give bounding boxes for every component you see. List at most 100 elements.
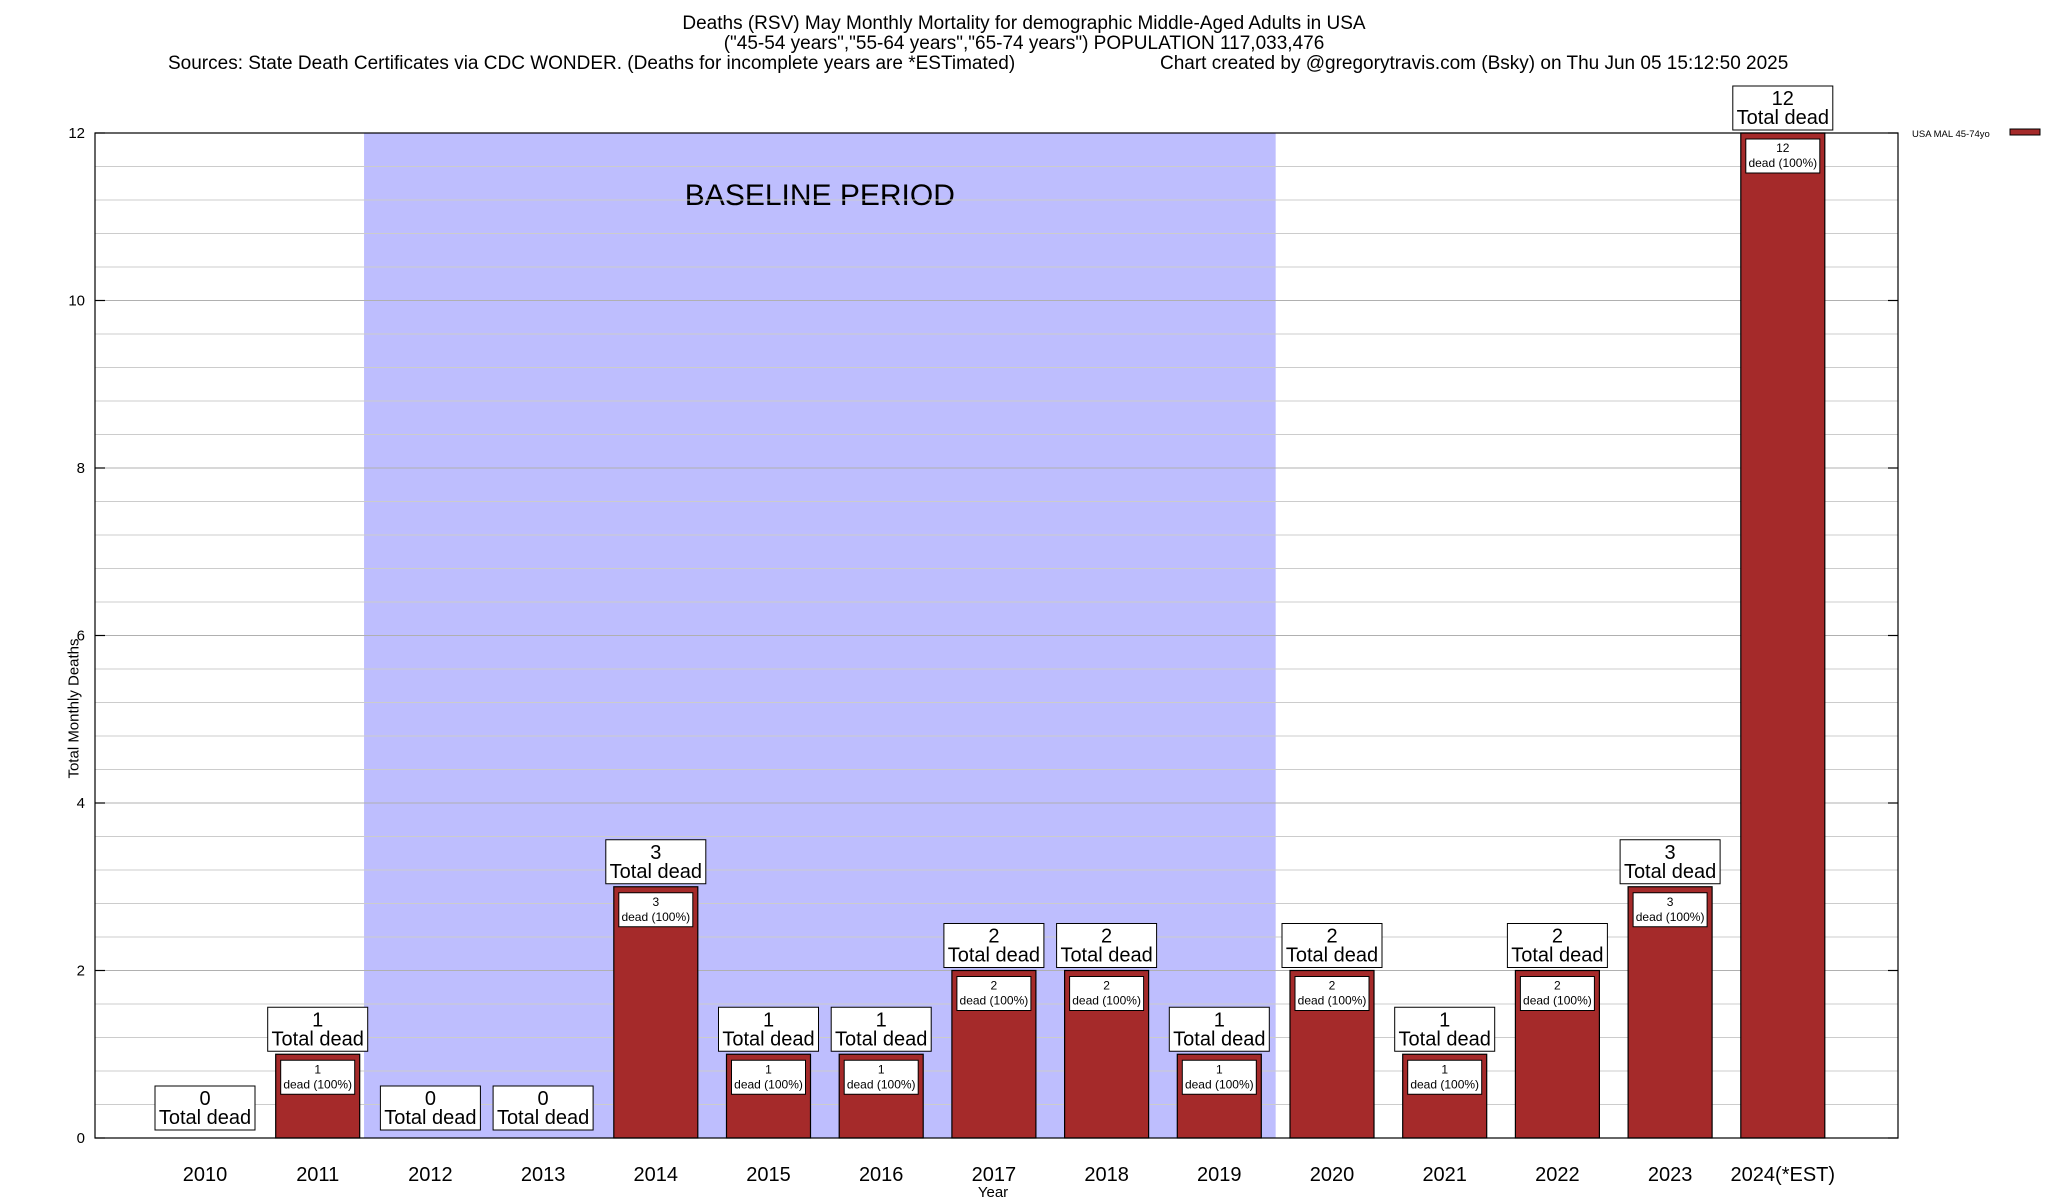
legend-swatch (2009, 128, 2041, 136)
bar-inner-pct-label: dead (100%) (283, 1077, 352, 1091)
x-tick-label: 2019 (1197, 1164, 1242, 1186)
bar-inner-value-label: 1 (765, 1062, 772, 1076)
bar-total-value-label: 0 (199, 1088, 210, 1110)
y-tick-label: 0 (77, 1130, 85, 1147)
y-tick-label: 6 (77, 628, 85, 645)
bar-inner-pct-label: dead (100%) (847, 1077, 916, 1091)
bar-total-label-box (1619, 839, 1721, 885)
bar-inner-pct-label: dead (100%) (1185, 1077, 1254, 1091)
bar-total-value-label: 12 (1772, 88, 1794, 110)
bar-inner-label-box (956, 976, 1032, 1011)
x-tick-label: 2021 (1422, 1164, 1467, 1186)
bar-inner-value-label: 1 (878, 1062, 885, 1076)
bar-total-label-box (830, 1006, 932, 1052)
bar-total-label-box (379, 1085, 481, 1131)
bar-inner-value-label: 3 (652, 895, 659, 909)
bar-total-value-label: 3 (1665, 842, 1676, 864)
bar-inner-label-box (1069, 976, 1145, 1011)
bar-total-text-label: Total dead (1060, 945, 1152, 967)
bar-total-text-label: Total dead (1173, 1028, 1265, 1050)
bar-total-label-box (943, 923, 1045, 968)
bar-inner-value-label: 12 (1776, 141, 1790, 155)
x-axis-label: Year (978, 1184, 1008, 1200)
bar-inner-value-label: 1 (1441, 1062, 1448, 1076)
bar-total-label-box (718, 1006, 819, 1052)
y-axis-label: Total Monthly Deaths (65, 638, 83, 779)
bar-total-text-label: Total dead (1737, 107, 1829, 129)
bar-inner-pct-label: dead (100%) (1523, 994, 1592, 1008)
bar-total-label-box (1168, 1006, 1270, 1052)
x-tick-label: 2020 (1310, 1164, 1355, 1186)
x-tick-label: 2014 (634, 1164, 679, 1186)
bar-total-label-box (267, 1006, 369, 1052)
bar-total-text-label: Total dead (1286, 945, 1378, 967)
bar-inner-label-box (1181, 1059, 1257, 1095)
bar-total-value-label: 1 (763, 1009, 774, 1031)
bar-inner-value-label: 2 (1103, 979, 1110, 993)
x-tick-label: 2023 (1648, 1164, 1693, 1186)
bar-total-value-label: 2 (1326, 926, 1337, 948)
bar-total-label-box (605, 839, 707, 885)
bar-total-value-label: 0 (425, 1088, 436, 1110)
bar-inner-pct-label: dead (100%) (1748, 156, 1817, 170)
bar-total-text-label: Total dead (272, 1028, 364, 1050)
bar-inner-pct-label: dead (100%) (1410, 1077, 1479, 1091)
y-tick-label: 10 (68, 293, 85, 310)
bar (613, 886, 699, 1139)
bar-total-label-box (492, 1085, 594, 1131)
y-tick-label: 12 (68, 125, 85, 142)
x-tick-label: 2011 (296, 1164, 339, 1186)
bar (1740, 132, 1826, 1139)
bar-total-text-label: Total dead (159, 1107, 251, 1129)
bar-inner-label-box (1632, 892, 1708, 928)
bar-total-label-box (1394, 1006, 1496, 1052)
x-tick-label: 2015 (746, 1164, 791, 1186)
bar-total-label-box (1506, 923, 1608, 968)
bar-inner-pct-label: dead (100%) (960, 994, 1029, 1008)
bar-total-value-label: 2 (1101, 926, 1112, 948)
bar-total-label-box (154, 1085, 256, 1131)
bar-inner-value-label: 1 (314, 1062, 321, 1076)
bar-inner-value-label: 2 (1554, 979, 1561, 993)
x-tick-label: 2010 (183, 1164, 228, 1186)
chart-title: Deaths (RSV) May Monthly Mortality for d… (682, 13, 1366, 34)
bar-total-text-label: Total dead (1511, 945, 1603, 967)
bar-total-label-box (1281, 923, 1383, 968)
bar-total-label-box (1056, 923, 1158, 968)
bar-inner-label-box (618, 892, 694, 928)
bar-total-text-label: Total dead (835, 1028, 927, 1050)
bar-total-value-label: 2 (988, 926, 999, 948)
bar-inner-label-box (843, 1059, 919, 1095)
bar-inner-label-box (1745, 138, 1821, 174)
x-tick-label: 2012 (408, 1164, 453, 1186)
bar-inner-label-box (1407, 1059, 1483, 1095)
bar-total-value-label: 1 (876, 1009, 887, 1031)
bar-total-value-label: 1 (1439, 1009, 1450, 1031)
bar-total-value-label: 1 (1214, 1009, 1225, 1031)
bar-total-text-label: Total dead (610, 861, 702, 883)
baseline-period-label: BASELINE PERIOD (685, 179, 955, 212)
bar-inner-pct-label: dead (100%) (1636, 910, 1705, 924)
bar-total-text-label: Total dead (948, 945, 1040, 967)
bar-inner-pct-label: dead (100%) (734, 1077, 803, 1091)
bar-inner-label-box (1294, 976, 1370, 1011)
bar-total-text-label: Total dead (1399, 1028, 1491, 1050)
bar-inner-pct-label: dead (100%) (621, 910, 690, 924)
x-tick-label: 2016 (859, 1164, 904, 1186)
x-tick-label: 2024(*EST) (1731, 1164, 1836, 1186)
y-tick-label: 4 (77, 795, 85, 812)
bar-inner-value-label: 2 (1329, 979, 1336, 993)
bar-total-text-label: Total dead (497, 1107, 589, 1129)
bar-inner-label-box (1519, 976, 1595, 1011)
chart-credit: Chart created by @gregorytravis.com (Bsk… (1160, 53, 1789, 74)
bar-total-value-label: 2 (1552, 926, 1563, 948)
bar-inner-label-box (280, 1059, 356, 1095)
bar-total-value-label: 0 (538, 1088, 549, 1110)
bar (1627, 886, 1713, 1139)
bar-inner-pct-label: dead (100%) (1072, 994, 1141, 1008)
bar-total-label-box (1732, 85, 1834, 131)
bar-total-text-label: Total dead (1624, 861, 1716, 883)
legend-label: USA MAL 45-74yo (1912, 129, 1990, 140)
bar-inner-value-label: 2 (991, 979, 998, 993)
